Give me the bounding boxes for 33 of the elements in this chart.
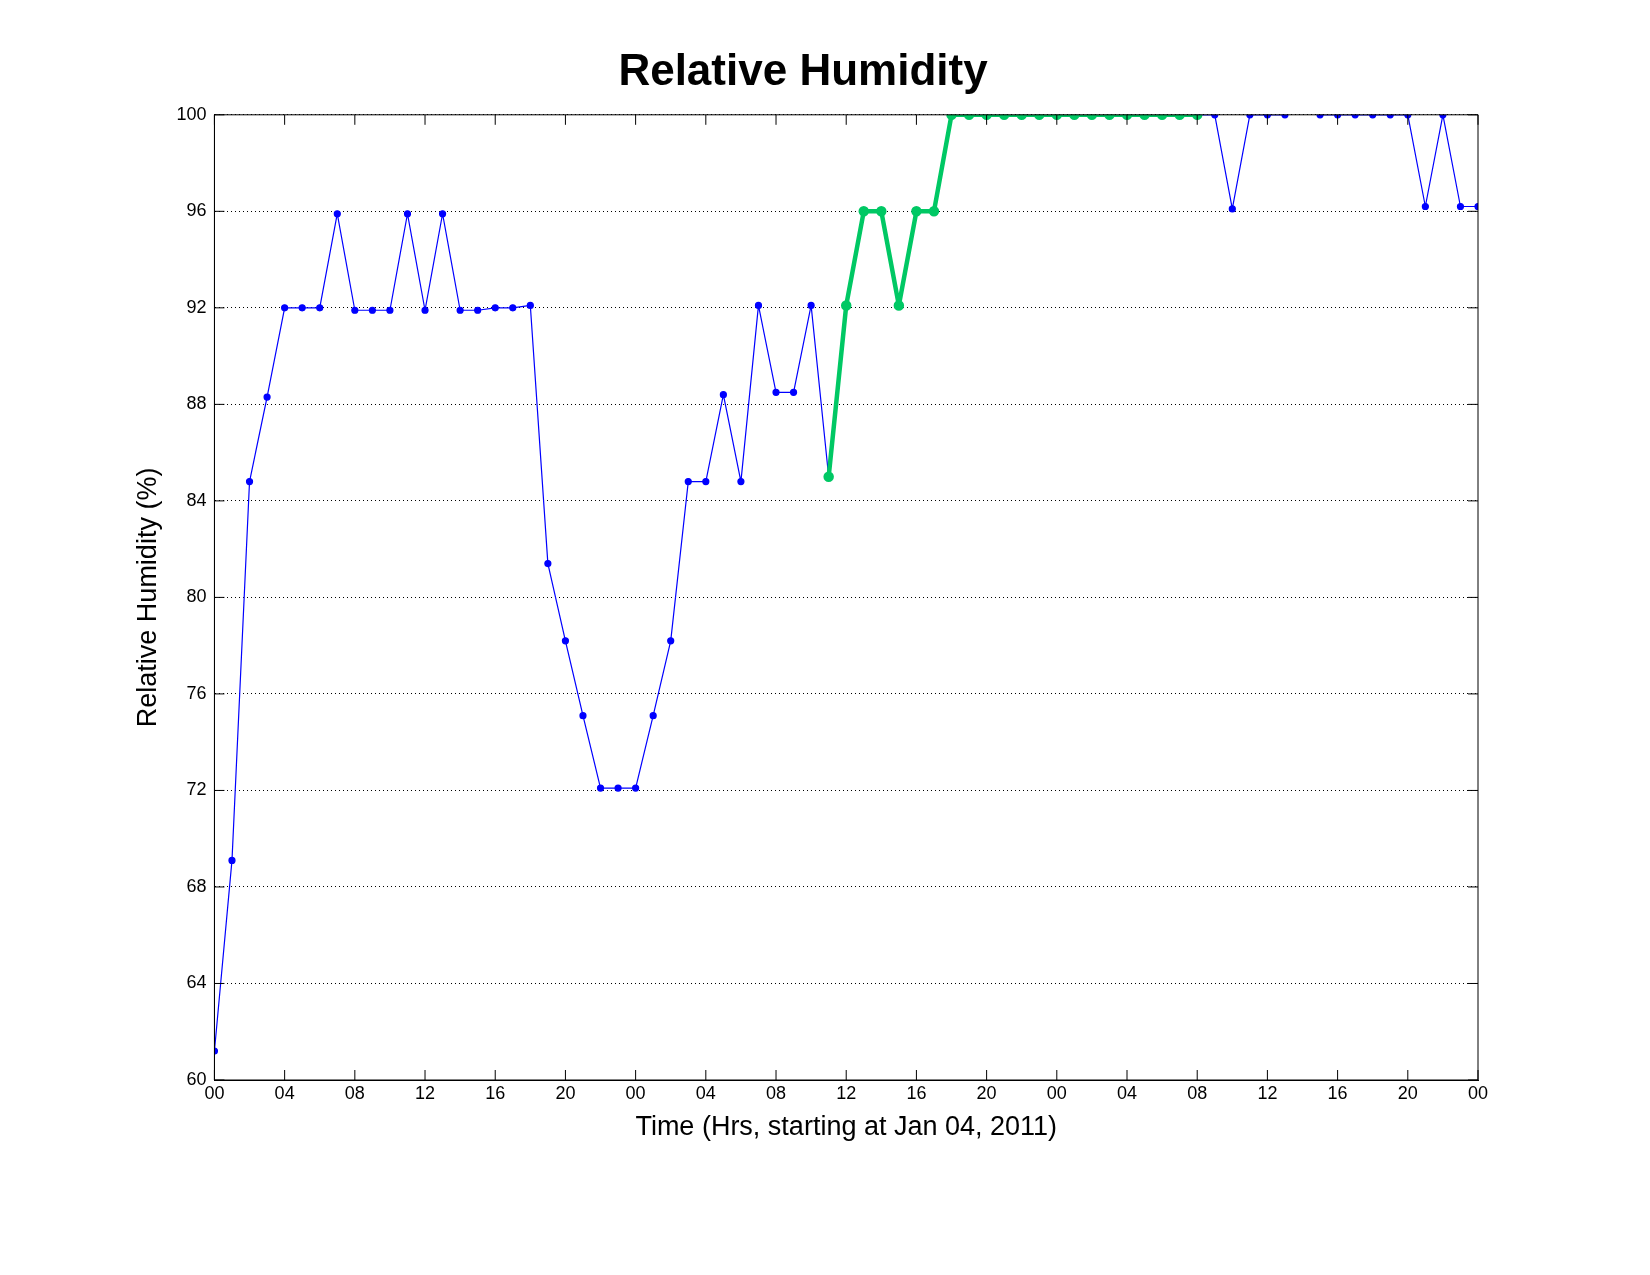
x-tick-label: 08 [344, 1082, 365, 1103]
x-tick-label: 04 [1116, 1082, 1138, 1103]
x-axis-title: Time (Hrs, starting at Jan 04, 2011) [635, 1111, 1058, 1142]
x-tick-label: 00 [625, 1082, 646, 1103]
y-tick-label: 88 [186, 393, 207, 414]
x-tick-label: 20 [976, 1082, 997, 1103]
x-tick-label: 12 [1257, 1082, 1278, 1103]
x-tick-label: 16 [485, 1082, 506, 1103]
y-tick-label: 92 [186, 296, 207, 317]
x-tick-label: 04 [274, 1082, 295, 1103]
x-tick-label: 08 [1187, 1082, 1208, 1103]
y-tick-label: 60 [186, 1068, 207, 1089]
x-tick-label: 16 [1327, 1082, 1348, 1103]
y-tick-label: 100 [176, 103, 207, 124]
x-tick-label: 20 [1397, 1082, 1418, 1103]
y-tick-label: 64 [186, 972, 207, 993]
y-tick-label: 96 [186, 200, 207, 221]
x-tick-label: 20 [555, 1082, 576, 1103]
x-tick-label: 12 [836, 1082, 857, 1103]
y-axis-title: Relative Humidity (%) [131, 467, 162, 728]
x-tick-label: 16 [906, 1082, 927, 1103]
x-tick-label: 04 [695, 1082, 716, 1103]
x-tick-label: 12 [415, 1082, 436, 1103]
y-tick-label: 76 [186, 682, 207, 703]
x-tick-label: 08 [766, 1082, 787, 1103]
y-tick-label: 72 [186, 779, 207, 800]
y-tick-label: 84 [186, 489, 207, 510]
y-tick-label: 80 [186, 586, 207, 607]
x-tick-label: 00 [1467, 1082, 1489, 1103]
x-tick-label: 00 [204, 1082, 225, 1103]
y-tick-label: 68 [186, 875, 207, 896]
chart-title: Relative Humidity [618, 44, 989, 94]
x-tick-label: 00 [1046, 1082, 1067, 1103]
